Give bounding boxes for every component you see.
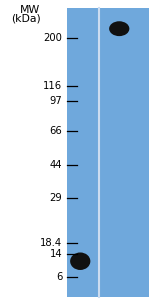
Text: 97: 97 bbox=[50, 96, 62, 106]
Text: MW: MW bbox=[20, 5, 40, 14]
Text: (kDa): (kDa) bbox=[11, 14, 41, 24]
Text: 18.4: 18.4 bbox=[40, 238, 62, 248]
Ellipse shape bbox=[70, 252, 90, 270]
Text: 6: 6 bbox=[56, 272, 62, 282]
Text: 66: 66 bbox=[50, 126, 62, 137]
Text: 44: 44 bbox=[50, 159, 62, 170]
Bar bbox=[67, 8, 149, 297]
Text: 116: 116 bbox=[43, 81, 62, 91]
Text: 14: 14 bbox=[50, 249, 62, 259]
Ellipse shape bbox=[109, 21, 129, 36]
Text: 200: 200 bbox=[43, 33, 62, 43]
Text: 29: 29 bbox=[50, 193, 62, 203]
